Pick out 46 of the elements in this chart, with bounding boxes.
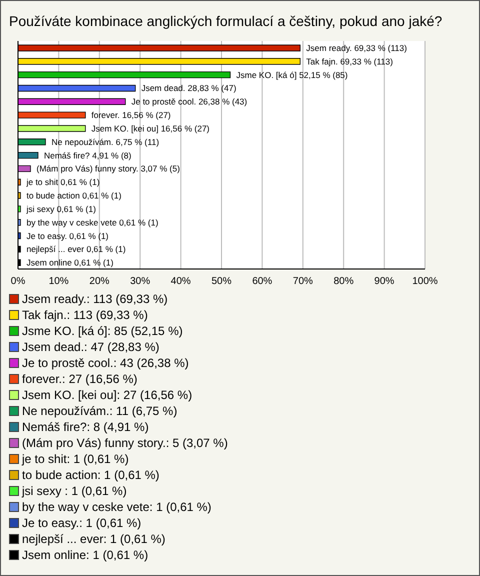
text: Jsme KO. [ká ó]: 85 (52,15 %) [22, 323, 183, 339]
data-label: to bude action 0,61 % (1) [26, 190, 122, 201]
data-label: Jsem dead. 28,83 % (47) [141, 83, 236, 94]
x-tick-label: 70% [292, 276, 314, 288]
text: by the way v ceske vete: 1 (0,61 %) [22, 499, 212, 515]
text: Jsem ready.: 113 (69,33 %) [22, 291, 168, 307]
x-tick-label: 20% [89, 276, 110, 288]
data-label: Je to easy. 0,61 % (1) [26, 230, 109, 241]
x-tick-label: 60% [252, 276, 272, 288]
x-tick-label: 50% [211, 276, 232, 288]
text: (Mám pro Vás) funny story.: 5 (3,07 %) [22, 435, 228, 451]
text: Ne nepoužívám.: 11 (6,75 %) [22, 403, 178, 419]
x-tick-label: 10% [48, 276, 69, 288]
x-tick-label: 0% [10, 276, 26, 288]
text: Nemáš fire?: 8 (4,91 %) [22, 419, 149, 435]
text: Jsem dead.: 47 (28,83 %) [22, 339, 160, 355]
data-label: forever. 16,56 % (27) [91, 110, 171, 120]
data-label: (Mám pro Vás) funny story. 3,07 % (5) [36, 164, 180, 174]
text: Je to prostě cool.: 43 (26,38 %) [22, 355, 189, 371]
data-label: Nemáš fire? 4,91 % (8) [44, 150, 132, 160]
data-label: Jsem online 0,61 % (1) [26, 258, 114, 268]
data-label: Tak fajn. 69,33 % (113) [306, 56, 394, 66]
data-label: by the way v ceske vete 0,61 % (1) [26, 217, 158, 228]
text: Jsem KO. [kei ou]: 27 (16,56 %) [22, 387, 192, 403]
data-label: jsi sexy 0,61 % (1) [25, 204, 96, 214]
text: Je to easy.: 1 (0,61 %) [22, 515, 142, 531]
x-tick-label: 100% [412, 276, 438, 288]
text: Jsem online: 1 (0,61 %) [22, 547, 148, 563]
text: Tak fajn.: 113 (69,33 %) [22, 307, 148, 323]
x-tick-label: 80% [334, 276, 354, 288]
text: je to shit: 1 (0,61 %) [22, 451, 129, 467]
text: nejlepší ... ever: 1 (0,61 %) [22, 531, 166, 547]
data-label: Ne nepoužívám. 6,75 % (11) [51, 136, 160, 147]
x-tick-label: 40% [170, 276, 191, 288]
data-label: Jsem KO. [kei ou] 16,56 % (27) [91, 123, 210, 134]
text: jsi sexy : 1 (0,61 %) [22, 483, 127, 499]
data-label: Je to prostě cool. 26,38 % (43) [131, 96, 248, 107]
x-tick-label: 30% [130, 276, 150, 288]
data-label: nejlepší ... ever 0,61 % (1) [26, 244, 126, 254]
text: forever.: 27 (16,56 %) [22, 371, 138, 387]
data-label: je to shit 0,61 % (1) [25, 177, 100, 188]
x-tick-label: 90% [374, 276, 394, 288]
data-label: Jsme KO. [ká ó] 52,15 % (85) [236, 70, 348, 80]
data-label: Jsem ready. 69,33 % (113) [306, 43, 408, 53]
chart-title: Používáte kombinace anglických formulací a češtiny, pokud ano jaké? [8, 12, 444, 31]
text: to bude action: 1 (0,61 %) [22, 467, 160, 483]
